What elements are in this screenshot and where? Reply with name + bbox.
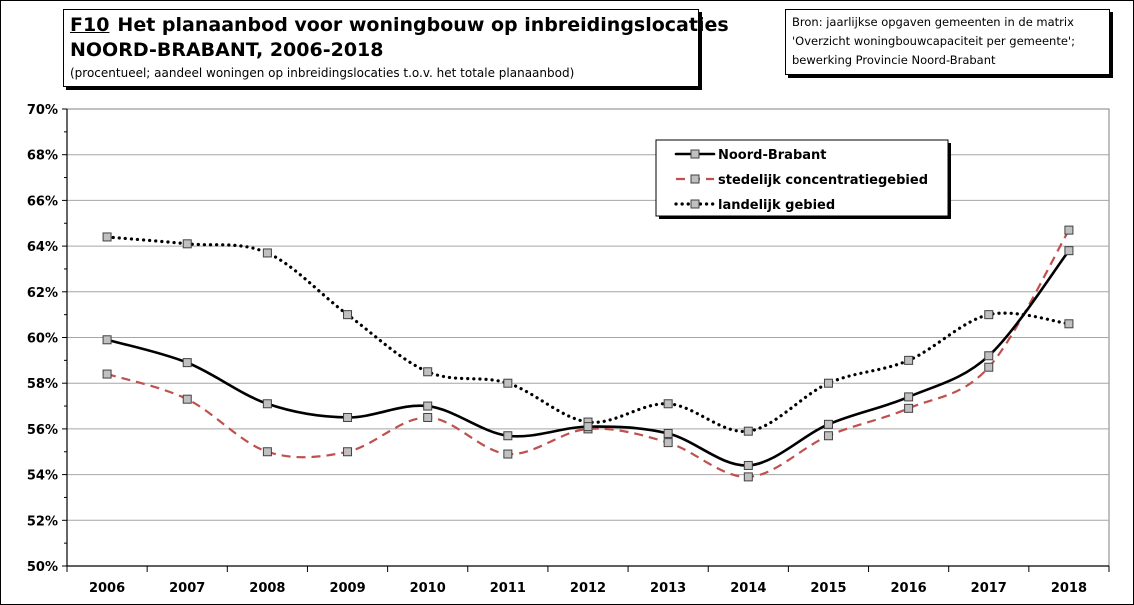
data-point: [262, 248, 272, 258]
x-tick-label: 2009: [329, 581, 365, 596]
data-point: [102, 232, 112, 242]
legend-label: landelijk gebied: [718, 198, 835, 213]
y-tick-label: 64%: [27, 240, 58, 255]
data-point: [102, 369, 112, 379]
x-tick-label: 2007: [169, 581, 205, 596]
data-point: [423, 367, 433, 377]
legend-box: [655, 139, 949, 217]
data-point: [663, 438, 673, 448]
x-tick-label: 2006: [89, 581, 125, 596]
data-point: [102, 335, 112, 345]
legend-marker: [690, 174, 700, 184]
data-point: [343, 310, 353, 320]
data-point: [182, 239, 192, 249]
data-point: [984, 351, 994, 361]
x-tick-label: 2010: [410, 581, 446, 596]
legend-label: Noord-Brabant: [718, 148, 827, 163]
data-point: [663, 428, 673, 438]
data-point: [343, 447, 353, 457]
data-point: [583, 422, 593, 432]
data-point: [904, 355, 914, 365]
data-point: [743, 460, 753, 470]
data-point: [743, 426, 753, 436]
y-tick-label: 56%: [27, 423, 58, 438]
data-point: [503, 431, 513, 441]
source-box: Bron: jaarlijkse opgaven gemeenten in de…: [785, 9, 1110, 75]
x-tick-label: 2012: [570, 581, 606, 596]
x-tick-label: 2011: [490, 581, 526, 596]
data-point: [262, 447, 272, 457]
y-tick-label: 66%: [27, 194, 58, 209]
data-point: [1064, 319, 1074, 329]
legend-marker: [690, 149, 700, 159]
data-point: [984, 310, 994, 320]
y-tick-label: 70%: [27, 103, 58, 118]
data-point: [182, 394, 192, 404]
data-point: [984, 362, 994, 372]
chart-subtitle: (procentueel; aandeel woningen op inbrei…: [70, 66, 575, 80]
data-point: [503, 449, 513, 459]
data-point: [423, 412, 433, 422]
data-point: [343, 412, 353, 422]
y-tick-label: 60%: [27, 332, 58, 347]
x-tick-label: 2008: [249, 581, 285, 596]
y-tick-label: 50%: [27, 560, 58, 575]
x-tick-label: 2013: [650, 581, 686, 596]
data-point: [262, 399, 272, 409]
title-line-2: NOORD-BRABANT, 2006-2018: [70, 39, 384, 61]
data-point: [1064, 246, 1074, 256]
y-tick-label: 54%: [27, 469, 58, 484]
data-point: [503, 378, 513, 388]
data-point: [904, 403, 914, 413]
data-point: [743, 472, 753, 482]
data-point: [663, 399, 673, 409]
chart-title: F10 Het planaanbod voor woningbouw op inb…: [70, 14, 729, 36]
x-tick-label: 2018: [1051, 581, 1087, 596]
legend-marker: [690, 199, 700, 209]
source-line-2: 'Overzicht woningbouwcapaciteit per geme…: [792, 34, 1075, 48]
data-point: [823, 431, 833, 441]
y-tick-label: 68%: [27, 149, 58, 164]
data-point: [423, 401, 433, 411]
source-line-3: bewerking Provincie Noord-Brabant: [792, 53, 996, 67]
x-tick-label: 2015: [810, 581, 846, 596]
title-line-1: Het planaanbod voor woningbouw op inbrei…: [117, 14, 729, 36]
x-tick-label: 2016: [891, 581, 927, 596]
data-point: [1064, 225, 1074, 235]
data-point: [904, 392, 914, 402]
x-tick-label: 2014: [730, 581, 766, 596]
data-point: [823, 378, 833, 388]
y-tick-label: 52%: [27, 514, 58, 529]
title-box: F10 Het planaanbod voor woningbouw op inb…: [63, 9, 729, 87]
source-line-1: Bron: jaarlijkse opgaven gemeenten in de…: [792, 15, 1074, 29]
data-point: [182, 358, 192, 368]
y-tick-label: 62%: [27, 286, 58, 301]
x-tick-label: 2017: [971, 581, 1007, 596]
y-tick-label: 58%: [27, 377, 58, 392]
figure-code: F10: [70, 14, 110, 36]
data-point: [823, 419, 833, 429]
legend-label: stedelijk concentratiegebied: [718, 173, 928, 188]
